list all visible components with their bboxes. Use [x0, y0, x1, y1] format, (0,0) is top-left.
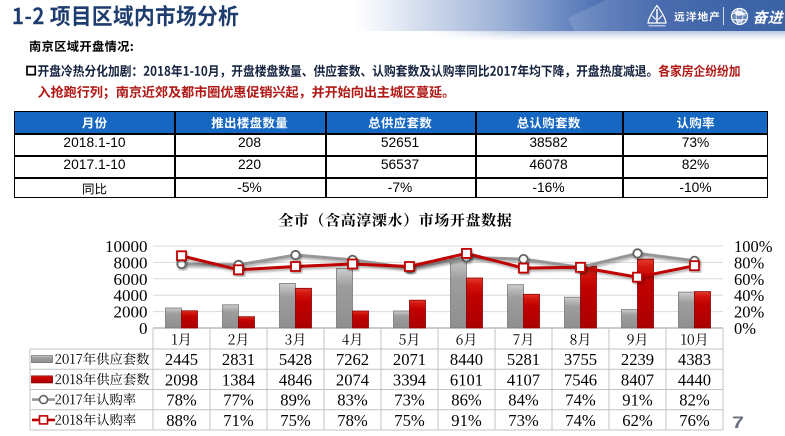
svg-text:4846: 4846: [279, 370, 312, 389]
svg-text:88%: 88%: [166, 411, 197, 430]
svg-text:0%: 0%: [734, 319, 756, 338]
svg-text:75%: 75%: [394, 411, 425, 430]
svg-text:2098: 2098: [165, 370, 198, 389]
svg-text:2071: 2071: [393, 350, 426, 369]
svg-text:100%: 100%: [734, 237, 773, 256]
svg-text:5428: 5428: [279, 350, 312, 369]
svg-text:8000: 8000: [114, 253, 148, 272]
svg-text:2000: 2000: [114, 303, 148, 322]
svg-text:78%: 78%: [337, 411, 368, 430]
svg-text:71%: 71%: [223, 411, 254, 430]
svg-text:80%: 80%: [734, 253, 765, 272]
svg-text:8407: 8407: [621, 370, 654, 389]
svg-text:77%: 77%: [223, 391, 254, 410]
svg-text:91%: 91%: [451, 411, 482, 430]
svg-text:2074: 2074: [336, 370, 370, 389]
svg-text:3394: 3394: [393, 370, 427, 389]
svg-text:8440: 8440: [450, 350, 483, 369]
svg-text:4383: 4383: [678, 350, 711, 369]
svg-text:75%: 75%: [280, 411, 311, 430]
svg-text:5281: 5281: [507, 350, 540, 369]
svg-text:83%: 83%: [337, 391, 368, 410]
svg-text:7262: 7262: [336, 350, 369, 369]
svg-text:0: 0: [139, 319, 148, 338]
svg-text:2239: 2239: [621, 350, 654, 369]
svg-text:2831: 2831: [222, 350, 255, 369]
svg-text:91%: 91%: [622, 391, 653, 410]
svg-text:78%: 78%: [166, 391, 197, 410]
svg-text:4440: 4440: [678, 370, 711, 389]
svg-text:10000: 10000: [105, 237, 148, 256]
svg-text:7546: 7546: [564, 370, 597, 389]
svg-text:76%: 76%: [679, 411, 710, 430]
svg-text:3755: 3755: [564, 350, 597, 369]
svg-text:1384: 1384: [222, 370, 256, 389]
svg-text:20%: 20%: [734, 303, 765, 322]
svg-text:60%: 60%: [734, 270, 765, 289]
svg-text:4000: 4000: [114, 286, 148, 305]
svg-text:6000: 6000: [114, 270, 148, 289]
svg-text:74%: 74%: [565, 391, 596, 410]
svg-text:73%: 73%: [508, 411, 539, 430]
svg-text:84%: 84%: [508, 391, 539, 410]
svg-text:89%: 89%: [280, 391, 311, 410]
svg-text:82%: 82%: [679, 391, 710, 410]
svg-text:74%: 74%: [565, 411, 596, 430]
svg-text:40%: 40%: [734, 286, 765, 305]
svg-text:86%: 86%: [451, 391, 482, 410]
svg-text:2445: 2445: [165, 350, 198, 369]
svg-text:73%: 73%: [394, 391, 425, 410]
svg-text:6101: 6101: [450, 370, 483, 389]
svg-text:4107: 4107: [507, 370, 540, 389]
svg-text:62%: 62%: [622, 411, 653, 430]
